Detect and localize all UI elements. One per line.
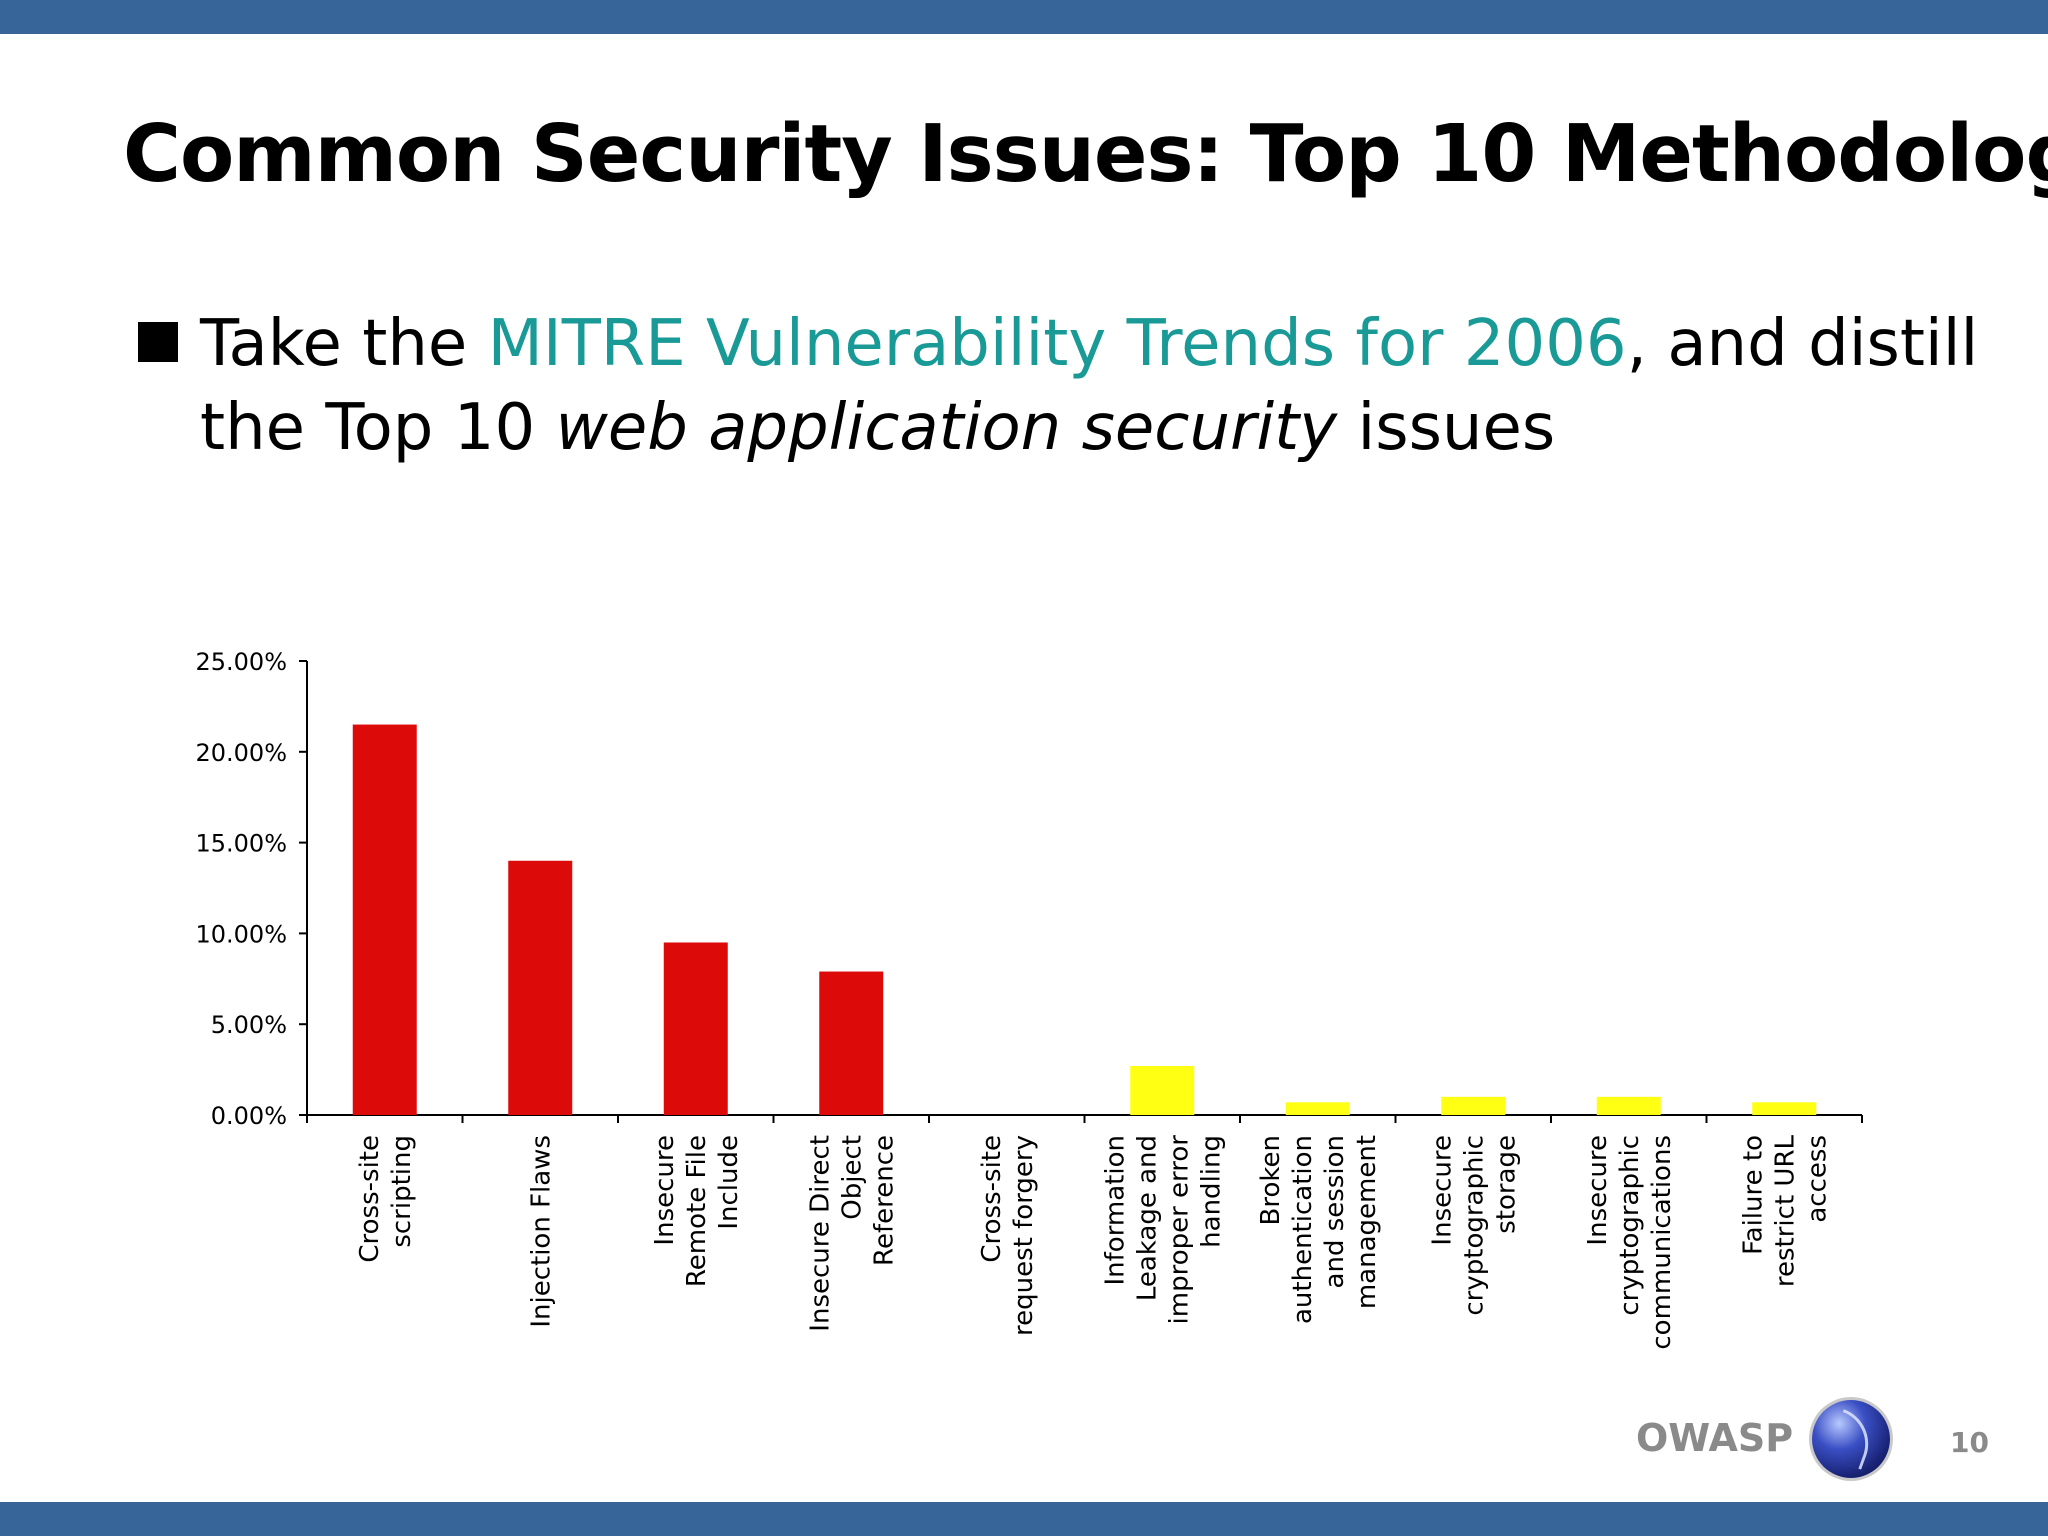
x-category-label-line: Reference [869, 1135, 899, 1266]
y-tick-label: 5.00% [211, 1011, 287, 1039]
x-category-label-line: restrict URL [1770, 1134, 1800, 1287]
x-category-label: Insecure Direct Object Reference [805, 1135, 899, 1332]
x-category-label-line: cryptographic [1459, 1135, 1489, 1316]
y-tick-label: 10.00% [195, 920, 287, 948]
x-category-label-line: Broken [1256, 1135, 1286, 1225]
page-number: 10 [1950, 1426, 1989, 1459]
x-category-label-line: Remote File [682, 1135, 712, 1287]
x-category-label-line: and session [1320, 1135, 1350, 1288]
owasp-brand: OWASP [1636, 1416, 1794, 1460]
x-category-label-line: Insecure [1583, 1135, 1613, 1246]
x-category-label-line: authentication [1288, 1135, 1318, 1324]
x-category-label-line: Insecure [1427, 1135, 1457, 1246]
bar [1441, 1096, 1506, 1115]
x-category-label-line: request forgery [1009, 1135, 1039, 1336]
x-category-label: Failure to restrict URL access [1738, 1134, 1832, 1287]
bullet-prefix: Take the [200, 307, 488, 381]
x-category-label: Information Leakage and improper error hand… [1100, 1135, 1226, 1325]
bullet-text: Take the MITRE Vulnerability Trends for … [200, 302, 2000, 470]
x-category-label: Insecure cryptographic communications [1583, 1135, 1677, 1350]
x-category-label-line: access [1802, 1135, 1832, 1223]
x-category-label-line: Failure to [1738, 1135, 1768, 1255]
y-tick-label: 25.00% [195, 648, 287, 676]
x-category-label-line: Injection Flaws [526, 1135, 556, 1328]
bullet-emphasis: web application security [555, 391, 1338, 465]
x-category-label-line: Insecure [650, 1135, 680, 1246]
bar [819, 971, 884, 1115]
bar [352, 724, 417, 1115]
y-tick-label: 20.00% [195, 739, 287, 767]
bar [1130, 1065, 1195, 1115]
x-category-label-line: handling [1196, 1135, 1226, 1248]
bottom-frame-bar [0, 1502, 2048, 1536]
x-category-label-line: Cross-site [355, 1135, 385, 1263]
x-category-label-line: communications [1647, 1135, 1677, 1350]
x-category-label: Insecure cryptographic storage [1427, 1135, 1521, 1316]
owasp-globe-icon [1812, 1400, 1890, 1478]
square-bullet-icon [138, 322, 178, 362]
bar [1752, 1102, 1817, 1115]
x-category-label-line: management [1352, 1135, 1382, 1309]
bullet-line2-prefix: the Top 10 [200, 391, 556, 465]
y-tick-label: 15.00% [195, 830, 287, 858]
x-category-label: Cross-site scripting [355, 1135, 417, 1263]
x-category-label: Broken authentication and session managemen… [1256, 1135, 1382, 1324]
bar [1285, 1102, 1350, 1115]
x-category-label-line: Include [714, 1135, 744, 1230]
bullet-line-1: Take the MITRE Vulnerability Trends for … [200, 302, 2000, 386]
x-category-label: Injection Flaws [526, 1135, 556, 1328]
bar [508, 860, 573, 1115]
x-category-label: Cross-site request forgery [977, 1135, 1039, 1336]
bullet-middle: , and distill [1626, 307, 1979, 381]
mitre-link[interactable]: MITRE Vulnerability Trends for 2006 [487, 307, 1627, 381]
x-category-label-line: Insecure Direct [805, 1135, 835, 1332]
x-category-label-line: Leakage and [1132, 1135, 1162, 1301]
x-category-label-line: scripting [387, 1135, 417, 1248]
x-category-label-line: improper error [1164, 1135, 1194, 1325]
y-tick-label: 0.00% [211, 1102, 287, 1130]
x-category-label-line: cryptographic [1615, 1135, 1645, 1316]
top-frame-bar [0, 0, 2048, 34]
bar [1596, 1096, 1661, 1115]
x-category-label-line: Cross-site [977, 1135, 1007, 1263]
slide-title: Common Security Issues: Top 10 Methodolo… [123, 108, 2048, 200]
bar [663, 942, 728, 1115]
bullet-line2-suffix: issues [1337, 391, 1556, 465]
x-category-label: Insecure Remote File Include [650, 1135, 744, 1287]
x-category-label-line: Information [1100, 1135, 1130, 1286]
bullet-line-2: the Top 10 web application security issu… [200, 386, 2000, 470]
x-category-label-line: storage [1491, 1135, 1521, 1234]
x-category-label-line: Object [837, 1135, 867, 1220]
